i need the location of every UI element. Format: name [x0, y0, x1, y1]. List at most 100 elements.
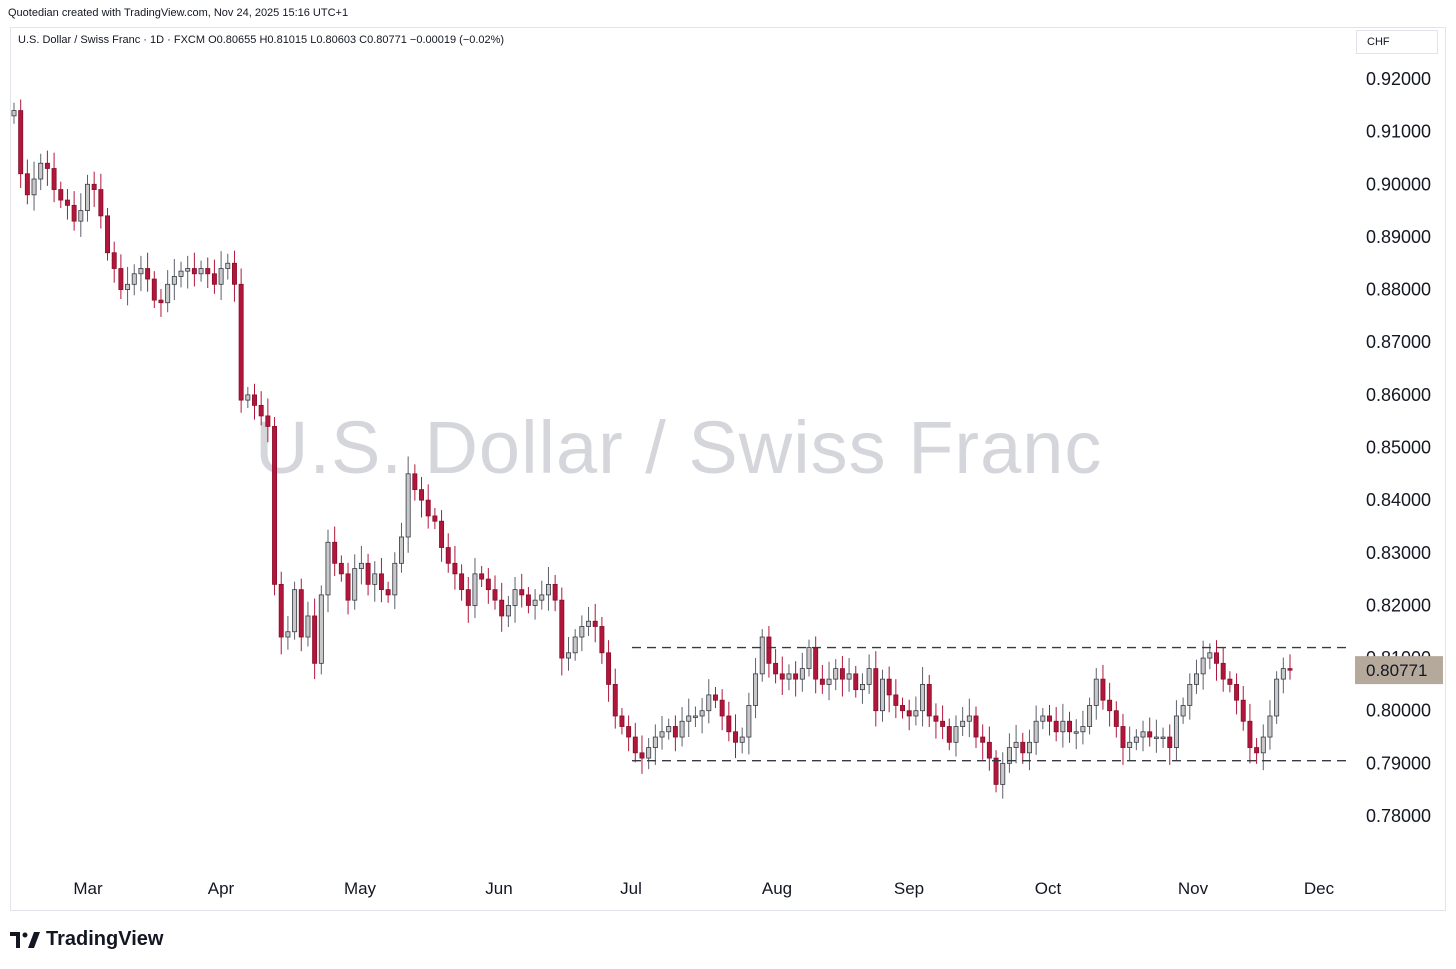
candle[interactable]: [1187, 673, 1193, 720]
candle[interactable]: [1073, 719, 1079, 750]
candle[interactable]: [906, 699, 912, 731]
candle[interactable]: [365, 553, 371, 596]
candle[interactable]: [846, 658, 852, 692]
candle[interactable]: [218, 251, 224, 301]
candle[interactable]: [445, 533, 451, 573]
candle[interactable]: [920, 667, 926, 727]
candle[interactable]: [966, 698, 972, 738]
candle[interactable]: [686, 698, 692, 738]
candle[interactable]: [733, 714, 738, 759]
candle[interactable]: [639, 735, 645, 774]
candle[interactable]: [1247, 703, 1253, 764]
candle[interactable]: [165, 270, 171, 313]
candle[interactable]: [405, 456, 411, 553]
candle[interactable]: [1093, 668, 1099, 720]
candle[interactable]: [632, 722, 638, 763]
candle[interactable]: [606, 640, 612, 702]
candle[interactable]: [1260, 724, 1266, 771]
candle[interactable]: [1067, 711, 1073, 743]
candle[interactable]: [252, 383, 257, 420]
candle[interactable]: [412, 464, 418, 501]
candle[interactable]: [211, 259, 217, 294]
candle[interactable]: [492, 575, 498, 610]
candle[interactable]: [265, 398, 271, 443]
candle[interactable]: [559, 587, 565, 676]
candle[interactable]: [646, 738, 652, 770]
candle[interactable]: [900, 697, 905, 719]
candle[interactable]: [185, 255, 191, 289]
currency-label[interactable]: CHF: [1356, 30, 1438, 54]
candle[interactable]: [425, 484, 431, 529]
candle[interactable]: [98, 173, 104, 229]
candle[interactable]: [1040, 708, 1046, 730]
candle[interactable]: [826, 661, 832, 701]
candle[interactable]: [111, 241, 117, 283]
candle[interactable]: [11, 102, 17, 124]
candle[interactable]: [178, 261, 184, 288]
candle[interactable]: [439, 510, 445, 562]
candle[interactable]: [1100, 664, 1106, 710]
candle[interactable]: [799, 652, 805, 692]
candle[interactable]: [1287, 654, 1293, 680]
candle[interactable]: [372, 561, 378, 602]
candle[interactable]: [58, 181, 64, 208]
candle[interactable]: [759, 629, 765, 682]
candle[interactable]: [813, 636, 819, 694]
candle[interactable]: [552, 574, 558, 612]
candle[interactable]: [258, 391, 264, 426]
candle[interactable]: [332, 526, 338, 576]
candle[interactable]: [666, 718, 672, 740]
candle[interactable]: [245, 386, 251, 409]
candle[interactable]: [499, 582, 505, 632]
candle[interactable]: [806, 639, 812, 677]
candle[interactable]: [980, 724, 986, 760]
candle[interactable]: [973, 706, 979, 749]
candle[interactable]: [659, 715, 665, 750]
candle[interactable]: [285, 615, 291, 650]
candle[interactable]: [272, 416, 278, 596]
candle[interactable]: [71, 191, 77, 231]
candle[interactable]: [1006, 733, 1012, 773]
candle[interactable]: [953, 715, 959, 757]
candle[interactable]: [1113, 701, 1119, 738]
candle[interactable]: [699, 698, 705, 734]
candle[interactable]: [505, 595, 511, 628]
candle[interactable]: [385, 581, 391, 603]
candle[interactable]: [378, 558, 384, 603]
candle[interactable]: [1240, 685, 1246, 731]
candle[interactable]: [512, 577, 518, 623]
candle[interactable]: [532, 589, 538, 620]
candle[interactable]: [599, 617, 605, 664]
candle[interactable]: [566, 637, 571, 671]
candle[interactable]: [612, 668, 618, 729]
candle[interactable]: [746, 692, 752, 755]
candle[interactable]: [880, 669, 885, 722]
candle[interactable]: [51, 152, 57, 203]
candle[interactable]: [338, 555, 344, 582]
candle[interactable]: [572, 629, 578, 661]
candle[interactable]: [238, 268, 244, 413]
candle[interactable]: [766, 625, 772, 678]
candle[interactable]: [1047, 704, 1052, 736]
candle[interactable]: [886, 666, 892, 713]
candle[interactable]: [1147, 717, 1153, 747]
candle[interactable]: [525, 587, 531, 614]
candle[interactable]: [519, 573, 525, 608]
candle[interactable]: [138, 255, 144, 292]
candle[interactable]: [318, 585, 324, 675]
candle[interactable]: [392, 552, 398, 610]
candle[interactable]: [1107, 682, 1113, 727]
candle[interactable]: [1180, 697, 1186, 724]
candle[interactable]: [479, 565, 485, 588]
candle[interactable]: [579, 615, 585, 652]
candle[interactable]: [679, 707, 685, 747]
candle[interactable]: [91, 171, 97, 207]
candle[interactable]: [345, 562, 351, 615]
candle[interactable]: [292, 581, 298, 640]
candle[interactable]: [38, 153, 44, 191]
candle[interactable]: [485, 568, 491, 604]
candle[interactable]: [64, 189, 70, 220]
candle[interactable]: [779, 656, 785, 695]
candle[interactable]: [158, 289, 164, 317]
